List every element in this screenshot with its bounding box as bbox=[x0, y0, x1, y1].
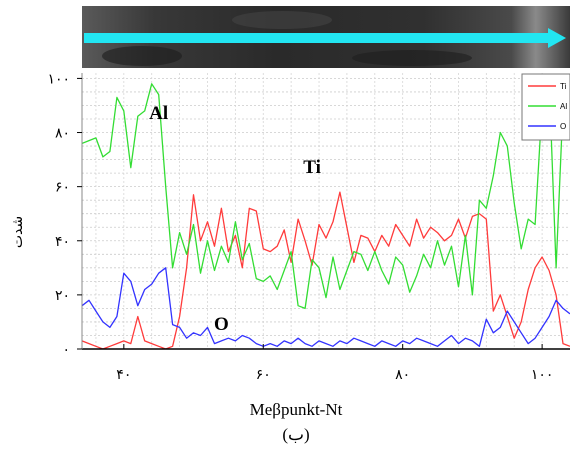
annotation-label-ti: Ti bbox=[303, 157, 321, 178]
series-line-ti bbox=[82, 191, 570, 349]
figure-caption: (ب) bbox=[282, 425, 309, 444]
micrograph-grain bbox=[102, 46, 182, 66]
legend-items: Ti Al O bbox=[528, 82, 567, 131]
element-annotations: Al Ti O bbox=[149, 103, 321, 335]
series-line-al bbox=[82, 77, 570, 310]
annotation-label-al: Al bbox=[149, 103, 168, 124]
scan-line-arrow-head bbox=[548, 28, 566, 48]
legend-label-o: O bbox=[560, 122, 566, 131]
plot-area bbox=[81, 73, 570, 350]
x-tick-label: ۴۰ bbox=[116, 367, 131, 383]
y-tick-label: ۰ bbox=[62, 342, 70, 358]
linescan-image bbox=[82, 6, 570, 68]
y-tick-label: ۸۰ bbox=[55, 126, 70, 142]
micrograph-grain bbox=[352, 50, 472, 66]
legend: Ti Al O bbox=[521, 73, 570, 141]
micrograph-grain bbox=[232, 11, 332, 29]
x-tick-label: ۶۰ bbox=[256, 367, 271, 383]
y-axis-label: شدت bbox=[10, 216, 26, 248]
series-line-o bbox=[82, 267, 570, 347]
legend-label-ti: Ti bbox=[560, 82, 567, 91]
x-axis-label: Meβpunkt-Nt bbox=[250, 400, 343, 419]
y-tick-label: ۱۰۰ bbox=[47, 71, 70, 87]
legend-label-al: Al bbox=[560, 102, 567, 111]
legend-box bbox=[521, 73, 570, 141]
y-tick-label: ۶۰ bbox=[55, 180, 70, 196]
x-axis-ticks: ۴۰ ۶۰ ۸۰ ۱۰۰ bbox=[116, 344, 553, 383]
annotation-label-o: O bbox=[214, 314, 229, 335]
grid-lines bbox=[82, 73, 570, 349]
y-tick-label: ۲۰ bbox=[55, 288, 70, 304]
x-tick-label: ۸۰ bbox=[395, 367, 410, 383]
y-axis-ticks: ۰ ۲۰ ۴۰ ۶۰ ۸۰ ۱۰۰ bbox=[47, 71, 82, 358]
scan-line-arrow-shaft bbox=[84, 33, 552, 43]
series-lines bbox=[82, 77, 570, 349]
linescan-micrograph bbox=[82, 6, 570, 68]
x-tick-label: ۱۰۰ bbox=[531, 367, 554, 383]
y-tick-label: ۴۰ bbox=[55, 234, 70, 250]
